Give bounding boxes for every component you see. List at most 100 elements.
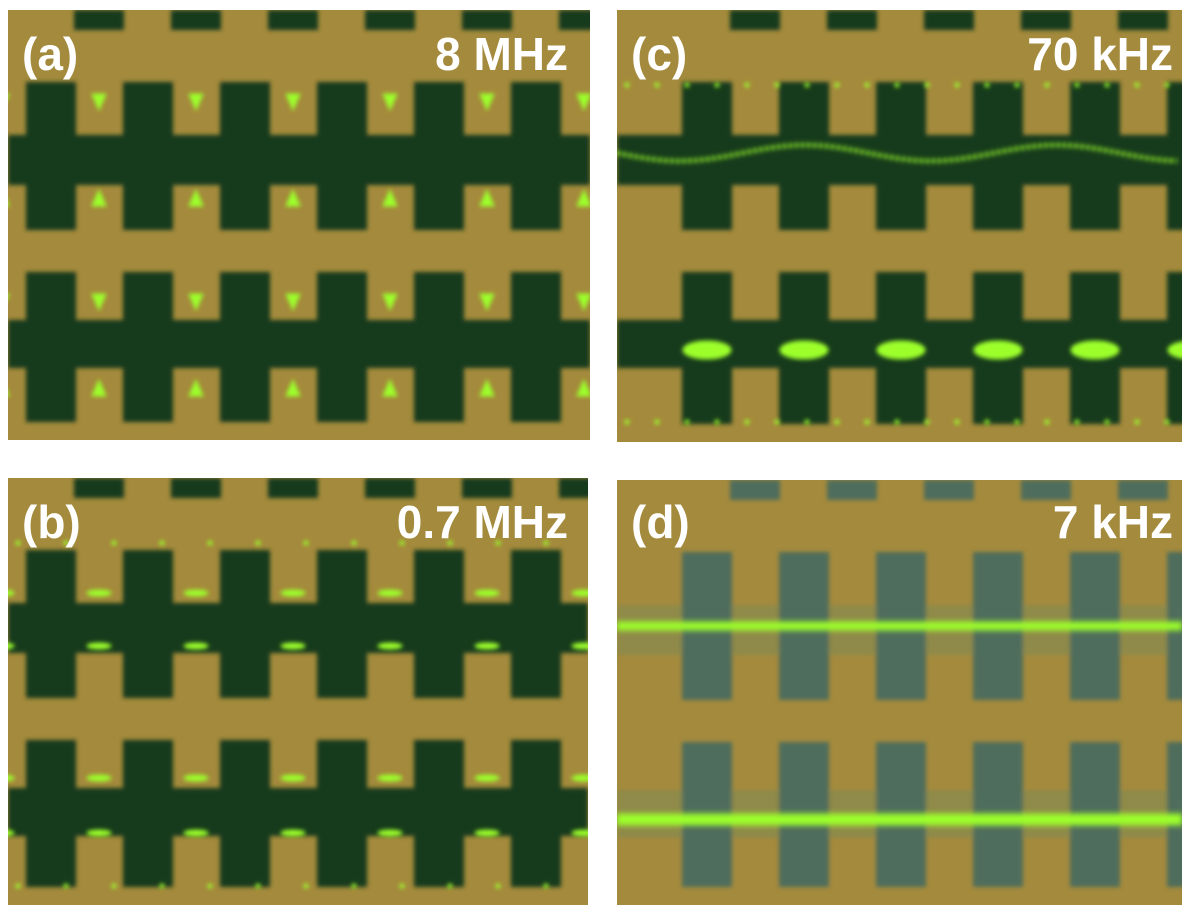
tooth — [511, 550, 561, 698]
figure: (a) 8 MHz (b) 0.7 MHz (c) 70 kHz (d) 7 k… — [0, 0, 1182, 905]
particle — [112, 541, 116, 545]
particle-cluster — [572, 830, 588, 836]
tooth — [220, 740, 270, 887]
tooth — [171, 10, 221, 30]
particle — [925, 420, 929, 424]
tooth — [74, 478, 124, 498]
particle — [955, 420, 959, 424]
particle — [352, 884, 356, 888]
panel-d: (d) 7 kHz — [617, 480, 1182, 905]
panel-b: (b) 0.7 MHz — [8, 478, 588, 905]
tooth — [511, 740, 561, 887]
particle — [256, 541, 260, 545]
particle-cluster — [877, 341, 925, 359]
tooth — [730, 10, 780, 30]
tooth — [730, 480, 780, 500]
particle-cluster — [683, 341, 731, 359]
particle-cluster — [87, 775, 111, 781]
particle — [655, 83, 659, 87]
particle — [715, 83, 719, 87]
tooth — [876, 82, 926, 230]
tooth — [26, 740, 76, 887]
tooth — [123, 550, 173, 698]
particle — [112, 884, 116, 888]
particle-cluster — [378, 830, 402, 836]
tooth — [827, 10, 877, 30]
particle-cluster — [475, 643, 499, 649]
tooth — [26, 82, 76, 230]
particle — [160, 884, 164, 888]
panel-label: (d) — [631, 496, 690, 548]
particle — [1135, 420, 1139, 424]
tooth — [779, 82, 829, 230]
particle — [775, 420, 779, 424]
tooth — [559, 10, 590, 30]
particle — [208, 884, 212, 888]
particle-cluster — [572, 590, 588, 596]
tooth — [220, 82, 270, 230]
tooth — [365, 10, 415, 30]
particle — [745, 83, 749, 87]
particle-cluster — [184, 590, 208, 596]
particle — [625, 83, 629, 87]
particle-cluster — [572, 643, 588, 649]
particle — [64, 884, 68, 888]
particle-cluster — [281, 643, 305, 649]
tooth — [220, 272, 270, 422]
particle — [925, 83, 929, 87]
particle — [1075, 83, 1079, 87]
particle — [352, 541, 356, 545]
particle — [685, 83, 689, 87]
particle — [1165, 420, 1169, 424]
tooth — [220, 550, 270, 698]
particle-chain — [617, 622, 1182, 630]
tooth — [317, 740, 367, 887]
panel-label: (c) — [631, 28, 687, 80]
particle-cluster — [572, 775, 588, 781]
band — [8, 320, 590, 368]
particle — [895, 83, 899, 87]
particle — [745, 420, 749, 424]
particle — [496, 884, 500, 888]
particle — [835, 83, 839, 87]
particle — [256, 884, 260, 888]
particle — [16, 884, 20, 888]
tooth — [1118, 10, 1168, 30]
particle — [835, 420, 839, 424]
frequency-label: 8 MHz — [435, 28, 568, 80]
tooth — [123, 740, 173, 887]
particle-cluster — [184, 643, 208, 649]
particle-cluster — [475, 775, 499, 781]
tooth — [511, 272, 561, 422]
particle — [1105, 420, 1109, 424]
tooth — [511, 82, 561, 230]
particle-cluster — [475, 830, 499, 836]
panel-a: (a) 8 MHz — [8, 10, 590, 440]
particle — [1045, 83, 1049, 87]
particle — [775, 83, 779, 87]
particle — [625, 420, 629, 424]
band — [8, 788, 588, 836]
particle-cluster — [378, 775, 402, 781]
particle — [805, 420, 809, 424]
frequency-label: 7 kHz — [1053, 496, 1173, 548]
particle — [544, 884, 548, 888]
particle — [1045, 420, 1049, 424]
frequency-label: 0.7 MHz — [397, 496, 568, 548]
particle — [304, 884, 308, 888]
tooth — [1167, 82, 1182, 230]
tooth — [268, 10, 318, 30]
particle-cluster — [974, 341, 1022, 359]
particle-cluster — [1071, 341, 1119, 359]
particle — [865, 83, 869, 87]
tooth — [414, 82, 464, 230]
particle-cluster — [378, 590, 402, 596]
frequency-label: 70 kHz — [1027, 28, 1173, 80]
tooth — [365, 478, 415, 498]
particle — [955, 83, 959, 87]
particle-cluster — [780, 341, 828, 359]
particle — [1015, 83, 1019, 87]
tooth — [317, 272, 367, 422]
particle — [208, 541, 212, 545]
particle — [400, 884, 404, 888]
